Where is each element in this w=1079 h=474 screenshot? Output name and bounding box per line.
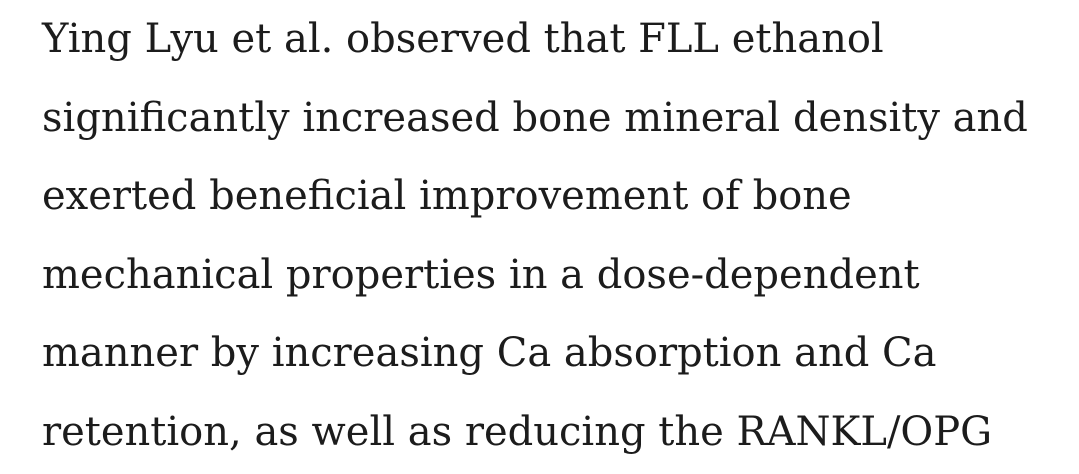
paragraph-line-5: manner by increasing Ca absorption and C… (42, 330, 937, 376)
paragraph-line-1: Ying Lyu et al. observed that FLL ethano… (42, 16, 884, 62)
paragraph-line-4: mechanical properties in a dose-dependen… (42, 252, 920, 298)
paragraph-line-2: significantly increased bone mineral den… (42, 95, 1028, 141)
paragraph-line-3: exerted beneficial improvement of bone (42, 173, 852, 219)
paragraph-line-6: retention, as well as reducing the RANKL… (42, 409, 993, 455)
